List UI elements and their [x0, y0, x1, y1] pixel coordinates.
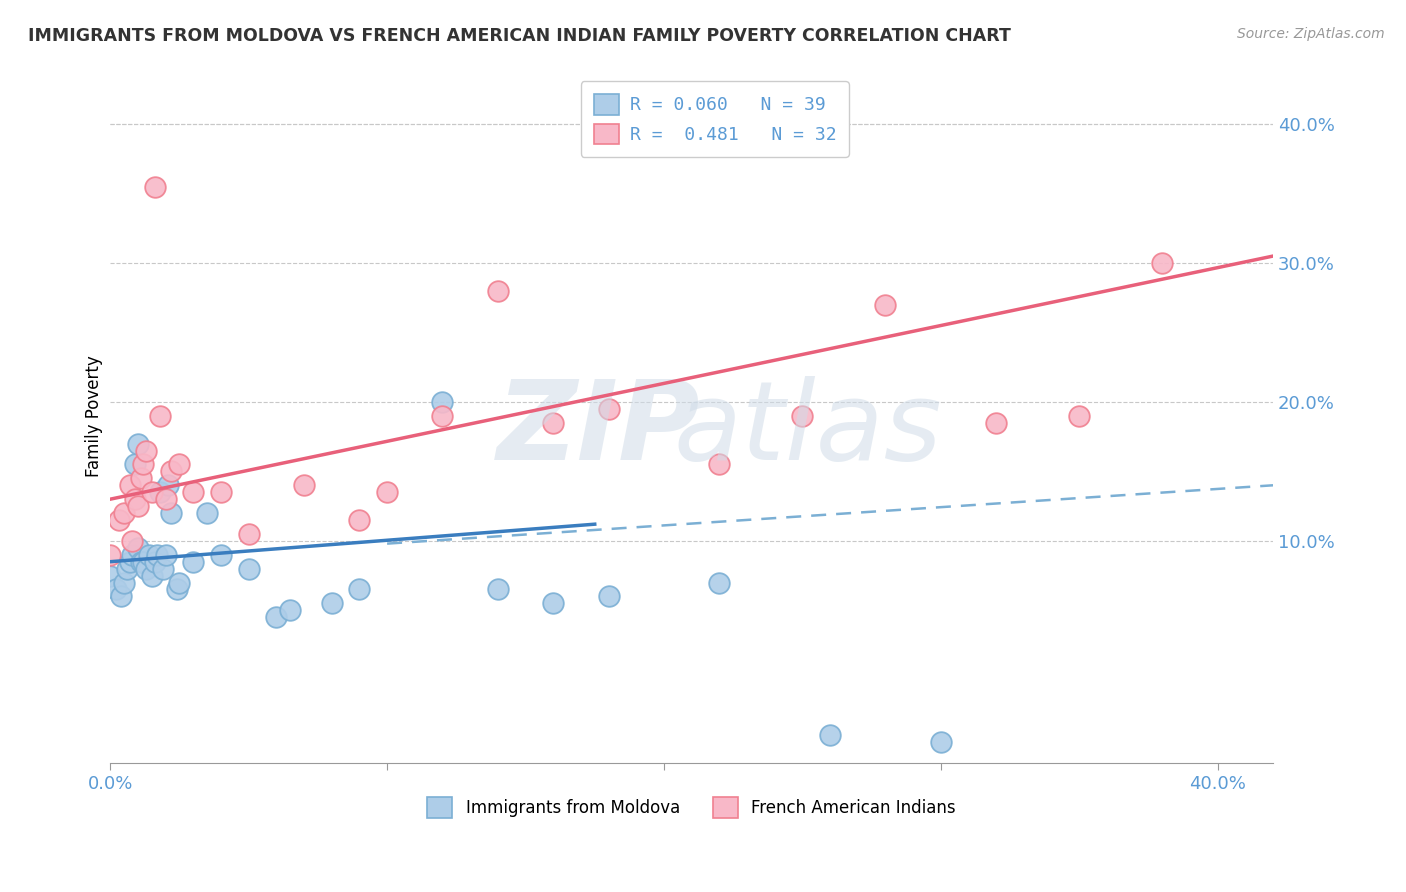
- Legend: Immigrants from Moldova, French American Indians: Immigrants from Moldova, French American…: [420, 790, 963, 824]
- Point: [986, 416, 1008, 430]
- Point: [432, 409, 454, 423]
- Point: [209, 548, 232, 562]
- Point: [486, 582, 509, 597]
- Point: [143, 179, 166, 194]
- Point: [110, 590, 132, 604]
- Point: [107, 513, 129, 527]
- Point: [238, 561, 260, 575]
- Point: [321, 596, 343, 610]
- Text: IMMIGRANTS FROM MOLDOVA VS FRENCH AMERICAN INDIAN FAMILY POVERTY CORRELATION CHA: IMMIGRANTS FROM MOLDOVA VS FRENCH AMERIC…: [28, 27, 1011, 45]
- Point: [127, 499, 149, 513]
- Point: [598, 401, 620, 416]
- Point: [127, 436, 149, 450]
- Point: [486, 284, 509, 298]
- Point: [598, 590, 620, 604]
- Point: [709, 575, 731, 590]
- Point: [112, 506, 135, 520]
- Text: atlas: atlas: [673, 376, 942, 483]
- Point: [146, 548, 169, 562]
- Point: [209, 485, 232, 500]
- Point: [118, 478, 141, 492]
- Point: [149, 485, 172, 500]
- Point: [141, 568, 163, 582]
- Point: [169, 575, 191, 590]
- Point: [1069, 409, 1091, 423]
- Point: [375, 485, 398, 500]
- Point: [349, 582, 371, 597]
- Point: [155, 492, 177, 507]
- Text: ZIP: ZIP: [496, 376, 700, 483]
- Y-axis label: Family Poverty: Family Poverty: [86, 355, 103, 476]
- Point: [121, 533, 143, 548]
- Point: [118, 555, 141, 569]
- Point: [141, 485, 163, 500]
- Point: [292, 478, 315, 492]
- Point: [875, 298, 897, 312]
- Point: [135, 443, 157, 458]
- Point: [149, 409, 172, 423]
- Point: [792, 409, 814, 423]
- Point: [278, 603, 301, 617]
- Point: [349, 513, 371, 527]
- Point: [124, 492, 146, 507]
- Point: [160, 506, 183, 520]
- Point: [112, 575, 135, 590]
- Point: [541, 596, 564, 610]
- Point: [929, 735, 952, 749]
- Point: [157, 478, 180, 492]
- Text: Source: ZipAtlas.com: Source: ZipAtlas.com: [1237, 27, 1385, 41]
- Point: [115, 561, 138, 575]
- Point: [98, 568, 121, 582]
- Point: [181, 555, 204, 569]
- Point: [138, 548, 160, 562]
- Point: [129, 471, 152, 485]
- Point: [124, 458, 146, 472]
- Point: [132, 555, 155, 569]
- Point: [195, 506, 218, 520]
- Point: [132, 458, 155, 472]
- Point: [818, 728, 841, 742]
- Point: [121, 548, 143, 562]
- Point: [155, 548, 177, 562]
- Point: [181, 485, 204, 500]
- Point: [709, 458, 731, 472]
- Point: [169, 458, 191, 472]
- Point: [432, 395, 454, 409]
- Point: [104, 582, 127, 597]
- Point: [127, 541, 149, 555]
- Point: [98, 548, 121, 562]
- Point: [160, 464, 183, 478]
- Point: [135, 561, 157, 575]
- Point: [238, 527, 260, 541]
- Point: [541, 416, 564, 430]
- Point: [152, 561, 174, 575]
- Point: [166, 582, 188, 597]
- Point: [143, 555, 166, 569]
- Point: [129, 555, 152, 569]
- Point: [1152, 256, 1174, 270]
- Point: [266, 610, 288, 624]
